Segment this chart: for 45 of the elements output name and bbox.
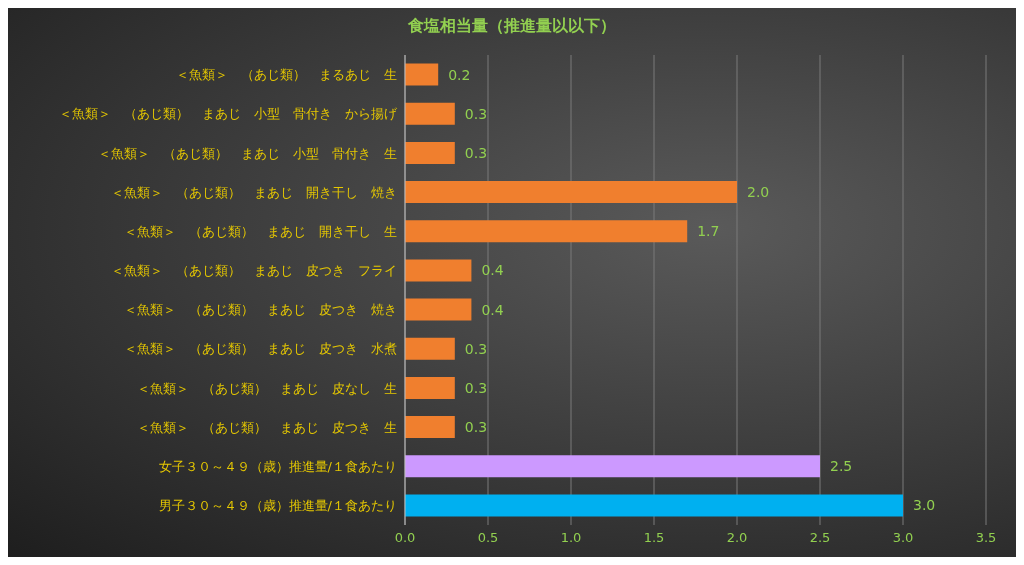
data-label: 0.4 xyxy=(481,262,504,279)
y-tick-label: ＜魚類＞ （あじ類） まあじ 皮つき 焼き xyxy=(124,302,397,318)
y-tick-label: ＜魚類＞ （あじ類） まあじ 皮つき フライ xyxy=(111,263,397,279)
text: 3.5 xyxy=(975,530,997,546)
y-tick-label: ＜魚類＞ （あじ類） まあじ 皮なし 生 xyxy=(137,380,397,396)
data-label: 2.0 xyxy=(747,184,770,201)
y-tick-label: 女子３０～４９（歳）推進量/１食あたり xyxy=(158,458,397,474)
y-tick-label: ＜魚類＞ （あじ類） まあじ 小型 骨付き から揚げ xyxy=(59,106,398,122)
text: 0.0 xyxy=(394,530,416,546)
text: 1.0 xyxy=(560,530,582,546)
y-tick-label: ＜魚類＞ （あじ類） まるあじ 生 xyxy=(176,67,397,83)
bar xyxy=(405,298,472,321)
bar xyxy=(405,416,455,439)
data-label: 1.7 xyxy=(697,223,720,240)
data-label: 0.2 xyxy=(448,66,471,83)
bar xyxy=(405,337,455,360)
text: 3.0 xyxy=(892,530,914,546)
bar xyxy=(405,259,472,282)
text: 2.5 xyxy=(809,530,831,546)
y-tick-label: ＜魚類＞ （あじ類） まあじ 皮つき 生 xyxy=(137,419,397,435)
data-label: 3.0 xyxy=(913,497,936,514)
y-tick-label: ＜魚類＞ （あじ類） まあじ 皮つき 水煮 xyxy=(124,341,397,357)
bar xyxy=(405,141,455,164)
data-label: 0.3 xyxy=(464,144,488,161)
chart-title: 食塩相当量（推進量以以下） xyxy=(407,15,617,37)
data-label: 0.4 xyxy=(481,301,504,318)
data-label: 0.3 xyxy=(464,105,488,122)
bar xyxy=(405,102,455,125)
data-label: 0.3 xyxy=(464,379,488,396)
data-label: 0.3 xyxy=(464,340,488,357)
y-tick-label: ＜魚類＞ （あじ類） まあじ 開き干し 生 xyxy=(124,223,397,239)
data-label: 0.3 xyxy=(464,419,488,436)
text: 1.5 xyxy=(643,530,665,546)
bar xyxy=(405,494,903,517)
y-tick-label: ＜魚類＞ （あじ類） まあじ 開き干し 焼き xyxy=(111,184,397,200)
bar xyxy=(405,376,455,399)
y-tick-label: 男子３０～４９（歳）推進量/１食あたり xyxy=(158,498,397,514)
data-label: 2.5 xyxy=(830,458,853,475)
text: 0.5 xyxy=(477,530,499,546)
bar xyxy=(405,181,737,204)
bar xyxy=(405,455,820,478)
bar xyxy=(405,63,439,86)
bar xyxy=(405,220,688,243)
y-tick-label: ＜魚類＞ （あじ類） まあじ 小型 骨付き 生 xyxy=(98,145,397,161)
text: 2.0 xyxy=(726,530,748,546)
